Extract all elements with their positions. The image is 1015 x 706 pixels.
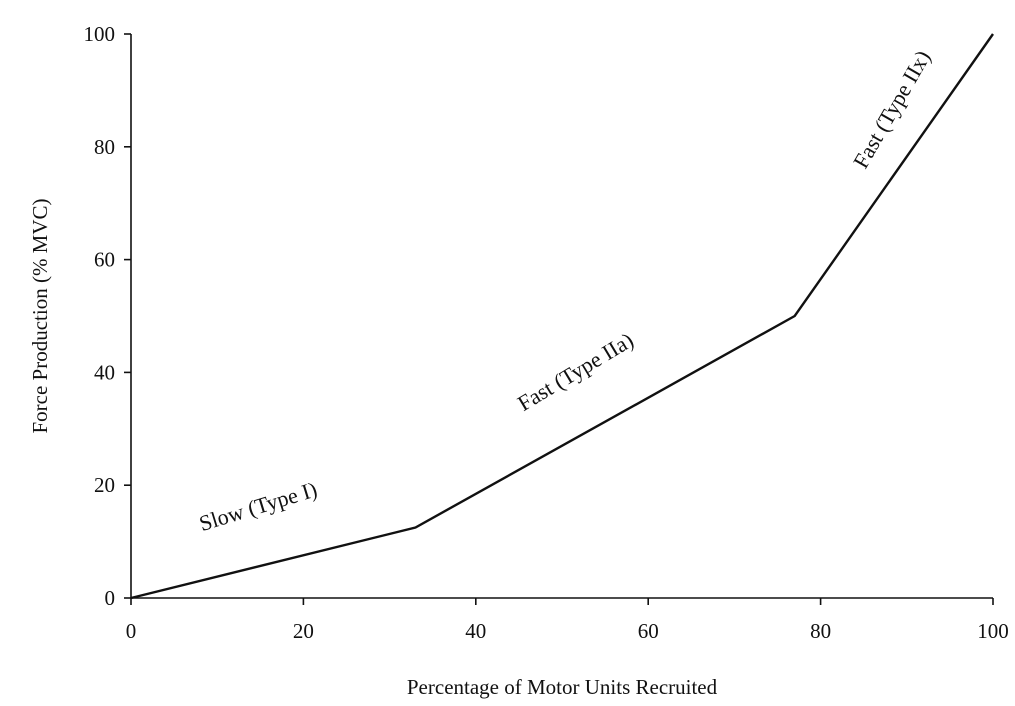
- y-tick-label: 40: [94, 360, 115, 384]
- x-tick-label: 100: [977, 619, 1009, 643]
- annotations: Slow (Type I) Fast (Type IIa) Fast (Type I…: [196, 46, 935, 536]
- x-tick-label: 40: [465, 619, 486, 643]
- x-tick-label: 20: [293, 619, 314, 643]
- y-tick-label: 0: [105, 586, 116, 610]
- x-tick-label: 0: [126, 619, 137, 643]
- y-tick-label: 100: [84, 22, 116, 46]
- y-tick-label: 80: [94, 135, 115, 159]
- curve-annotation: Slow (Type I): [196, 476, 320, 536]
- y-axis-title: Force Production (% MVC): [28, 198, 52, 433]
- curve-annotation: Fast (Type IIx): [848, 46, 935, 173]
- curve-annotation: Fast (Type IIa): [513, 327, 638, 416]
- x-axis-title: Percentage of Motor Units Recruited: [407, 675, 718, 699]
- ticks: 0 20 40 60 80 100 0 20 40 60 80 100: [84, 22, 1009, 643]
- y-tick-label: 20: [94, 473, 115, 497]
- x-tick-label: 60: [638, 619, 659, 643]
- y-tick-label: 60: [94, 248, 115, 272]
- x-tick-label: 80: [810, 619, 831, 643]
